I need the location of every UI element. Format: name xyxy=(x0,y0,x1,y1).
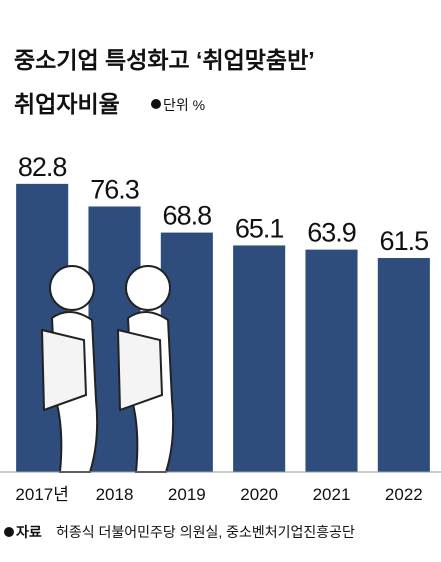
illustration xyxy=(40,265,175,473)
value-label: 61.5 xyxy=(380,226,429,256)
x-tick-label: 2018 xyxy=(96,485,134,504)
x-tick-label: 2022 xyxy=(385,485,423,504)
source-label: 자료 xyxy=(16,524,42,540)
source-text: 허종식 더불어민주당 의원실, 중소벤처기업진흥공단 xyxy=(56,524,355,540)
value-label: 82.8 xyxy=(18,152,67,182)
x-tick-label: 2019 xyxy=(168,485,206,504)
unit-bullet xyxy=(151,99,161,109)
value-label: 76.3 xyxy=(90,174,139,204)
source-bullet xyxy=(4,527,14,537)
bar xyxy=(305,249,358,472)
x-tick-label: 2017년 xyxy=(15,485,68,504)
chart-title: 취업자비율 xyxy=(14,91,120,117)
chart-title: 중소기업 특성화고 ‘취업맞춤반’ xyxy=(14,47,315,73)
x-tick-label: 2021 xyxy=(313,485,351,504)
value-label: 63.9 xyxy=(307,218,356,248)
x-tick-label: 2020 xyxy=(240,485,278,504)
unit-label: 단위 % xyxy=(163,97,205,113)
bar xyxy=(377,257,430,472)
value-label: 65.1 xyxy=(235,213,284,243)
bar xyxy=(233,245,286,472)
value-label: 68.8 xyxy=(163,201,212,231)
